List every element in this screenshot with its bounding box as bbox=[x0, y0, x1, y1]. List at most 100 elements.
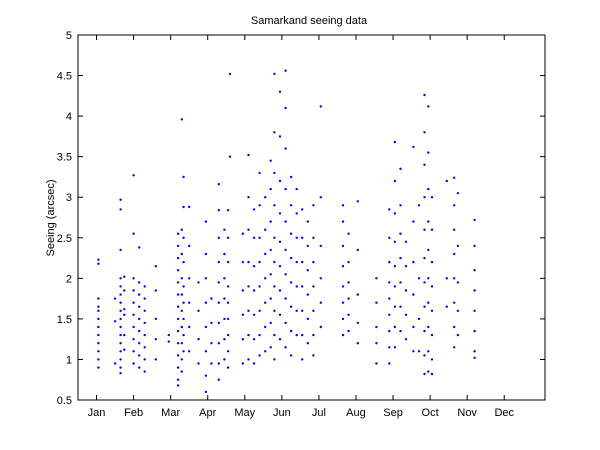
data-point bbox=[138, 293, 141, 296]
data-point bbox=[241, 232, 245, 235]
data-point bbox=[423, 329, 426, 333]
data-point bbox=[301, 208, 304, 211]
data-point bbox=[258, 309, 261, 312]
data-point bbox=[430, 196, 434, 199]
data-point bbox=[453, 325, 456, 329]
data-point bbox=[228, 72, 232, 76]
x-tick-label: Mar bbox=[161, 407, 180, 419]
data-point bbox=[119, 208, 122, 211]
data-point bbox=[301, 285, 304, 288]
data-point bbox=[226, 366, 230, 369]
data-point bbox=[176, 384, 180, 387]
data-point bbox=[273, 72, 276, 76]
data-point bbox=[252, 265, 256, 268]
data-point bbox=[375, 277, 378, 280]
data-point bbox=[180, 252, 183, 256]
data-point bbox=[417, 350, 421, 353]
data-point bbox=[289, 175, 293, 179]
data-point bbox=[423, 131, 426, 134]
data-point bbox=[356, 200, 359, 203]
data-point bbox=[399, 232, 402, 235]
data-point bbox=[312, 285, 315, 288]
data-point bbox=[393, 305, 397, 308]
data-point bbox=[393, 265, 397, 268]
data-point bbox=[278, 265, 282, 268]
data-point bbox=[423, 281, 426, 284]
data-point bbox=[217, 260, 220, 264]
data-point bbox=[188, 325, 191, 329]
data-point bbox=[399, 305, 402, 308]
data-point bbox=[312, 236, 315, 239]
data-point bbox=[278, 212, 282, 215]
data-point bbox=[453, 252, 456, 256]
data-point bbox=[226, 350, 230, 353]
data-point bbox=[119, 285, 122, 288]
data-point bbox=[427, 105, 430, 108]
data-point bbox=[453, 228, 456, 231]
data-point bbox=[273, 358, 276, 361]
data-point bbox=[119, 333, 122, 337]
data-point bbox=[119, 342, 122, 345]
data-point bbox=[417, 317, 421, 321]
data-point bbox=[295, 212, 298, 215]
data-point bbox=[289, 232, 293, 235]
data-point bbox=[138, 246, 141, 249]
data-point bbox=[312, 260, 315, 264]
data-point bbox=[341, 220, 345, 223]
y-tick-label: 1 bbox=[66, 354, 72, 366]
data-point bbox=[176, 354, 180, 357]
data-point bbox=[223, 277, 226, 280]
data-point bbox=[226, 301, 230, 304]
data-point bbox=[273, 236, 276, 239]
data-point bbox=[264, 350, 267, 353]
data-point bbox=[97, 262, 100, 265]
data-point bbox=[176, 329, 180, 333]
data-point bbox=[97, 333, 100, 337]
data-point bbox=[388, 297, 391, 300]
data-point bbox=[241, 313, 245, 316]
data-point bbox=[182, 285, 185, 288]
data-point bbox=[197, 362, 200, 365]
data-point bbox=[273, 171, 276, 175]
y-tick-label: 4.5 bbox=[57, 71, 72, 83]
data-point bbox=[284, 321, 287, 325]
data-point bbox=[430, 358, 434, 361]
data-point bbox=[264, 252, 267, 256]
data-point bbox=[284, 106, 287, 110]
data-point bbox=[97, 325, 100, 329]
data-point bbox=[132, 362, 135, 365]
data-point bbox=[295, 333, 298, 337]
data-point bbox=[399, 256, 402, 260]
data-point bbox=[97, 317, 100, 321]
data-point bbox=[223, 317, 226, 321]
data-point bbox=[269, 321, 272, 325]
data-point bbox=[473, 350, 476, 353]
data-point bbox=[247, 260, 250, 264]
x-tick-label: Jun bbox=[273, 407, 291, 419]
data-point bbox=[138, 342, 141, 345]
data-point bbox=[176, 366, 180, 369]
data-point bbox=[284, 273, 287, 276]
data-point bbox=[445, 277, 448, 280]
data-point bbox=[210, 297, 213, 300]
data-point bbox=[375, 301, 378, 304]
data-point bbox=[341, 265, 345, 268]
data-point bbox=[453, 176, 456, 179]
data-point bbox=[123, 313, 126, 316]
data-point bbox=[295, 285, 298, 288]
data-point bbox=[393, 285, 397, 288]
data-point bbox=[356, 321, 359, 325]
data-point bbox=[427, 248, 430, 252]
y-tick-label: 2 bbox=[66, 273, 72, 285]
data-point bbox=[226, 317, 230, 321]
data-point bbox=[284, 248, 287, 252]
data-point bbox=[176, 256, 180, 260]
data-point bbox=[119, 317, 122, 321]
data-point bbox=[430, 285, 434, 288]
data-point bbox=[258, 171, 261, 175]
data-point bbox=[182, 350, 185, 353]
data-point bbox=[97, 309, 100, 312]
data-point bbox=[176, 305, 180, 308]
data-point bbox=[375, 362, 378, 365]
